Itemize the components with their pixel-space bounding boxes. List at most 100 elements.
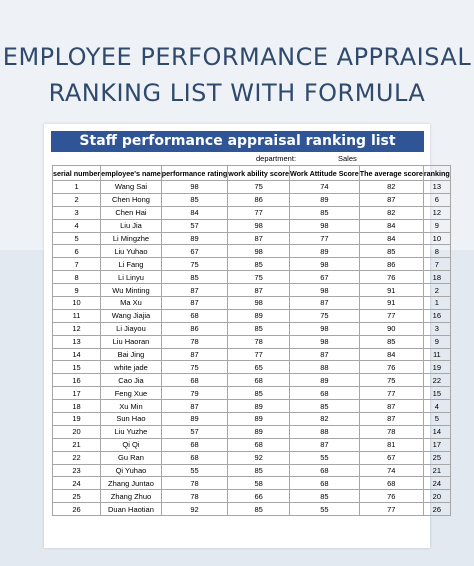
table-cell: white jade [100,360,162,375]
table-row: 22 Gu Ran 68 92 55 67 25 [51,450,451,465]
table-cell: 26 [51,502,102,517]
table-cell: 78 [227,334,291,349]
table-row: 13 Liu Haoran 78 78 98 85 9 [51,334,451,349]
table-cell: 81 [358,437,424,452]
table-cell: 75 [227,270,291,285]
table-cell: Wu Minting [100,283,162,298]
column-header: ranking [422,165,451,181]
table-cell: Chen Hong [100,192,162,207]
table-cell: 24 [51,476,102,491]
table-cell: 8 [422,244,451,259]
table-cell: Cao Jia [100,373,162,388]
table-cell: 84 [358,347,424,362]
table-row: 10 Ma Xu 87 98 87 91 1 [51,296,451,310]
table-cell: 12 [51,321,102,336]
column-header: Work Attitude Score [289,165,360,181]
table-cell: 57 [160,218,229,233]
table-cell: 75 [227,180,291,194]
table-cell: 5 [51,231,102,246]
table-cell: Li Mingzhe [100,231,162,246]
table-cell: 82 [358,205,424,220]
table-cell: 22 [422,373,451,388]
table-cell: 9 [422,218,451,233]
table-cell: 75 [160,360,229,375]
table-cell: Bai Jing [100,347,162,362]
table-cell: 98 [227,244,291,259]
table-row: 20 Liu Yuzhe 57 89 88 78 14 [51,424,451,439]
table-cell: 85 [227,321,291,336]
table-cell: 77 [289,231,360,246]
table-cell: 87 [289,437,360,452]
table-cell: 76 [358,360,424,375]
table-row: 15 white jade 75 65 88 76 19 [51,360,451,375]
table-cell: 86 [160,321,229,336]
table-cell: 92 [160,502,229,517]
table-cell: Liu Jia [100,218,162,233]
table-cell: 91 [358,296,424,310]
table-cell: 68 [289,386,360,401]
table-cell: 68 [160,308,229,323]
table-row: 8 Li Linyu 85 75 67 76 18 [51,270,451,285]
table-cell: 22 [51,450,102,465]
table-cell: 87 [358,399,424,414]
table-cell: Xu Min [100,399,162,414]
table-cell: 14 [422,424,451,439]
table-row: 26 Duan Haotian 92 85 55 77 26 [51,502,451,517]
table-cell: 26 [422,502,451,517]
table-row: 16 Cao Jia 68 68 89 75 22 [51,373,451,388]
table-cell: Li Jiayou [100,321,162,336]
table-cell: 21 [422,463,451,478]
table-cell: 87 [227,283,291,298]
table-cell: 55 [160,463,229,478]
table-cell: Wang Sai [100,180,162,194]
spreadsheet-card: Staff performance appraisal ranking list… [44,124,451,548]
table-cell: 88 [289,424,360,439]
column-header: The average score [358,165,424,181]
table-cell: Sun Hao [100,412,162,426]
table-cell: 85 [160,192,229,207]
table-cell: 82 [358,180,424,194]
table-cell: 19 [51,412,102,426]
table-cell: 85 [227,463,291,478]
table-cell: 68 [227,373,291,388]
table-cell: Qi Yuhao [100,463,162,478]
table-cell: 87 [227,231,291,246]
table-row: 12 Li Jiayou 86 85 98 90 3 [51,321,451,336]
table-cell: 87 [160,347,229,362]
table-cell: 77 [358,502,424,517]
table-cell: 3 [51,205,102,220]
table-cell: 65 [227,360,291,375]
table-cell: Zhang Zhuo [100,489,162,504]
table-cell: 10 [422,231,451,246]
table-cell: 6 [51,244,102,259]
table-cell: 2 [422,283,451,298]
table-cell: 98 [227,218,291,233]
table-cell: 74 [358,463,424,478]
table-cell: 68 [160,450,229,465]
page-title-line-2: RANKING LIST WITH FORMULA [48,79,426,107]
table-cell: 88 [289,360,360,375]
table-cell: Chen Hai [100,205,162,220]
table-cell: 20 [422,489,451,504]
table-row: 24 Zhang Juntao 78 58 68 68 24 [51,476,451,491]
table-row: 23 Qi Yuhao 55 85 68 74 21 [51,463,451,478]
table-cell: 25 [51,489,102,504]
table-cell: 87 [289,347,360,362]
table-cell: 77 [227,347,291,362]
table-cell: 90 [358,321,424,336]
table-row: 25 Zhang Zhuo 78 66 85 76 20 [51,489,451,504]
table-row: 6 Liu Yuhao 67 98 89 85 8 [51,244,451,259]
table-row: 4 Liu Jia 57 98 98 84 9 [51,218,451,233]
table-cell: 82 [289,412,360,426]
table-cell: 11 [51,308,102,323]
table-cell: 85 [289,205,360,220]
table-cell: Duan Haotian [100,502,162,517]
table-row: 5 Li Mingzhe 89 87 77 84 10 [51,231,451,246]
table-cell: 84 [358,231,424,246]
table-cell: 3 [422,321,451,336]
table-cell: 19 [422,360,451,375]
ranking-table: serial number employee's name performance … [51,165,451,517]
table-body: 1 Wang Sai 98 75 74 82 13 2 Chen Hong 85 86 89 87 6 3 C… [51,180,451,517]
table-cell: 84 [160,205,229,220]
table-cell: 10 [51,296,102,310]
